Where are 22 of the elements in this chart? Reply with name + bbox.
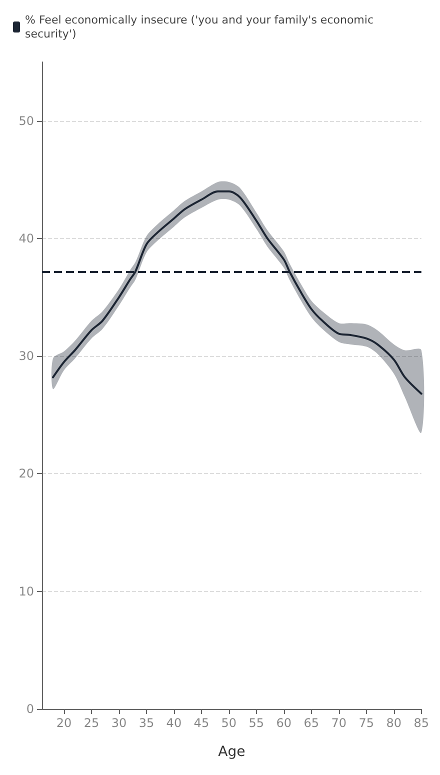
x-tick-label: 25 [84,716,100,730]
y-tick-label: 30 [18,349,34,364]
legend-label: % Feel economically insecure ('you and your family's economic security') [25,14,377,40]
x-tick-label: 50 [221,716,237,730]
y-tick-label: 50 [18,114,34,128]
y-tick-label: 10 [18,584,34,598]
x-tick-label: 20 [56,716,72,730]
x-tick-label: 30 [111,716,127,730]
x-tick-label: 55 [248,716,264,730]
x-tick-label: 80 [386,716,402,730]
x-tick-label: 75 [358,716,374,730]
x-tick-label: 45 [194,716,210,730]
y-tick-label: 40 [18,231,34,246]
x-axis-title: Age [218,744,246,760]
y-tick-label: 20 [18,466,34,481]
x-tick-label: 70 [331,716,347,730]
x-tick-label: 65 [304,716,320,730]
x-tick-label: 35 [138,716,154,730]
x-tick-label: 40 [166,716,182,730]
y-tick-label: 0 [26,702,34,716]
x-tick-label: 60 [276,716,292,730]
x-tick-label: 85 [414,716,430,730]
